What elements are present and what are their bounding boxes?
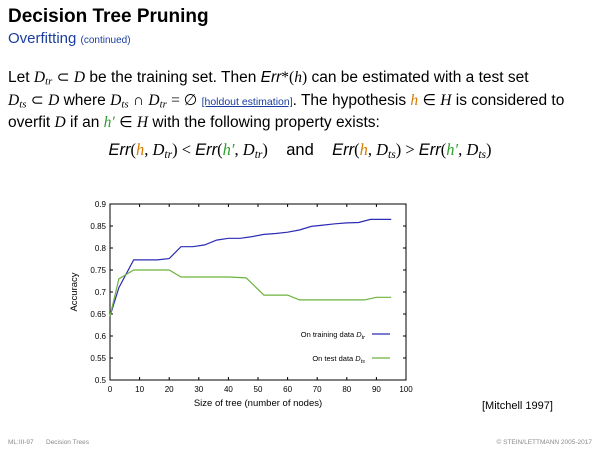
subtitle-note: (continued) xyxy=(80,35,131,46)
paragraph-line-2: Dts ⊂ D where Dts ∩ Dtr = ∅ [holdout est… xyxy=(8,92,565,111)
x-tick-label: 20 xyxy=(165,385,174,394)
y-tick-label: 0.75 xyxy=(90,266,106,275)
paragraph-line-1: Let Dtr ⊂ D be the training set. Then Er… xyxy=(8,69,529,88)
footer-page: ML:III-97 xyxy=(8,439,34,446)
y-tick-label: 0.65 xyxy=(90,310,106,319)
footer-section: Decision Trees xyxy=(46,439,89,446)
x-tick-label: 30 xyxy=(194,385,203,394)
legend-label-1: On training data Dtr xyxy=(301,330,366,341)
y-tick-label: 0.9 xyxy=(95,200,107,209)
slide-title: Decision Tree Pruning xyxy=(8,6,209,27)
x-tick-label: 0 xyxy=(108,385,113,394)
y-tick-label: 0.55 xyxy=(90,354,106,363)
y-tick-label: 0.6 xyxy=(95,332,107,341)
paragraph-line-3: overfit D if an h′ ∈ H with the followin… xyxy=(8,114,380,131)
series-line-1 xyxy=(109,218,392,317)
x-axis-label: Size of tree (number of nodes) xyxy=(194,398,322,409)
holdout-estimation-link[interactable]: [holdout estimation] xyxy=(201,96,293,108)
series-line-2 xyxy=(109,269,392,317)
x-tick-label: 40 xyxy=(224,385,233,394)
overfitting-formula: Err(h, Dtr) < Err(h′, Dtr) and Err(h, Dt… xyxy=(108,140,492,161)
x-tick-label: 90 xyxy=(372,385,381,394)
x-tick-label: 10 xyxy=(135,385,144,394)
y-axis-label: Accuracy xyxy=(69,272,80,311)
slide-subtitle: Overfitting (continued) xyxy=(8,30,131,47)
y-tick-label: 0.7 xyxy=(95,288,107,297)
footer-copyright: © STEIN/LETTMANN 2005-2017 xyxy=(496,439,592,446)
y-tick-label: 0.5 xyxy=(95,376,107,385)
citation: [Mitchell 1997] xyxy=(482,400,553,412)
y-tick-label: 0.85 xyxy=(90,222,106,231)
x-tick-label: 100 xyxy=(399,385,413,394)
x-tick-label: 50 xyxy=(254,385,263,394)
subtitle-text: Overfitting xyxy=(8,30,77,47)
y-tick-label: 0.8 xyxy=(95,244,107,253)
x-tick-label: 70 xyxy=(313,385,322,394)
x-tick-label: 80 xyxy=(342,385,351,394)
plot-frame xyxy=(109,203,407,381)
x-tick-label: 60 xyxy=(283,385,292,394)
legend-label-2: On test data Dts xyxy=(312,354,365,365)
